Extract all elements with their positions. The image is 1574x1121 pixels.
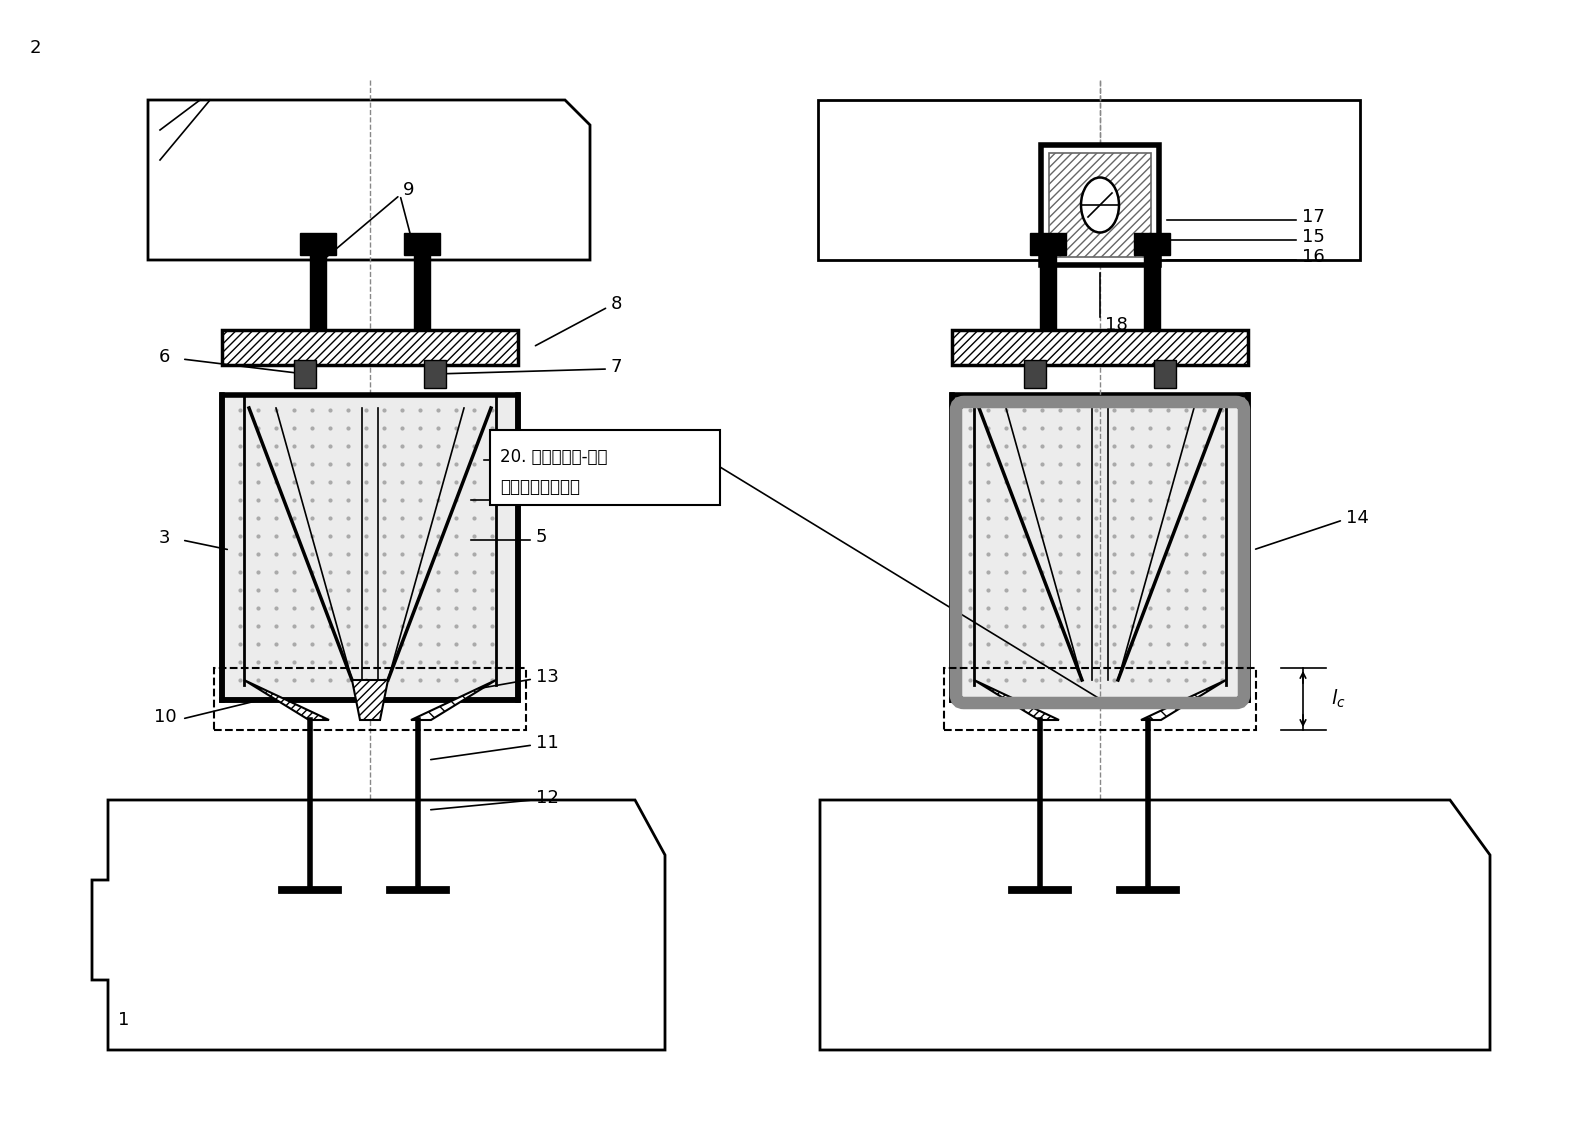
Polygon shape bbox=[818, 100, 1360, 260]
Bar bbox=[1029, 233, 1066, 254]
Bar bbox=[1025, 360, 1047, 388]
Bar bbox=[1048, 152, 1151, 257]
Ellipse shape bbox=[1081, 177, 1119, 232]
Text: 5: 5 bbox=[537, 528, 548, 546]
Polygon shape bbox=[1141, 680, 1226, 720]
Text: 20. 能力保护层-最弱: 20. 能力保护层-最弱 bbox=[501, 448, 608, 466]
Text: 19: 19 bbox=[537, 488, 559, 506]
Text: 4: 4 bbox=[537, 448, 548, 466]
Bar bbox=[1133, 233, 1169, 254]
Polygon shape bbox=[353, 680, 389, 720]
Text: 14: 14 bbox=[1346, 509, 1369, 527]
Bar bbox=[952, 395, 1248, 700]
Text: 16: 16 bbox=[1302, 248, 1325, 266]
Bar bbox=[944, 668, 1256, 730]
Bar bbox=[222, 395, 518, 700]
Text: 1: 1 bbox=[118, 1011, 129, 1029]
Bar bbox=[1144, 254, 1160, 330]
Bar bbox=[294, 360, 316, 388]
Bar bbox=[1154, 360, 1176, 388]
Polygon shape bbox=[820, 800, 1491, 1050]
Bar bbox=[490, 430, 719, 504]
Text: 12: 12 bbox=[537, 789, 559, 807]
Bar bbox=[414, 254, 430, 330]
Bar bbox=[423, 360, 445, 388]
Text: 6: 6 bbox=[159, 348, 170, 365]
Bar bbox=[1040, 145, 1158, 265]
Text: 11: 11 bbox=[537, 734, 559, 752]
Text: 3: 3 bbox=[159, 529, 170, 547]
Text: $l_c$: $l_c$ bbox=[1332, 688, 1346, 710]
Text: 抗剪强度截面区域: 抗剪强度截面区域 bbox=[501, 478, 579, 495]
Bar bbox=[301, 233, 335, 254]
Bar bbox=[1040, 254, 1056, 330]
Text: 15: 15 bbox=[1302, 228, 1325, 245]
Text: 17: 17 bbox=[1302, 209, 1325, 226]
Text: 9: 9 bbox=[403, 180, 414, 200]
Polygon shape bbox=[244, 680, 329, 720]
Polygon shape bbox=[974, 680, 1059, 720]
Polygon shape bbox=[148, 100, 590, 260]
Bar bbox=[952, 330, 1248, 365]
Bar bbox=[405, 233, 441, 254]
Text: 10: 10 bbox=[154, 708, 176, 726]
Text: 8: 8 bbox=[611, 295, 622, 313]
Text: 13: 13 bbox=[537, 668, 559, 686]
Bar bbox=[310, 254, 326, 330]
Polygon shape bbox=[411, 680, 496, 720]
Bar bbox=[214, 668, 526, 730]
Text: 7: 7 bbox=[611, 358, 622, 376]
Bar bbox=[222, 330, 518, 365]
Text: 18: 18 bbox=[1105, 316, 1127, 334]
Text: 2: 2 bbox=[30, 39, 41, 57]
Polygon shape bbox=[91, 800, 664, 1050]
